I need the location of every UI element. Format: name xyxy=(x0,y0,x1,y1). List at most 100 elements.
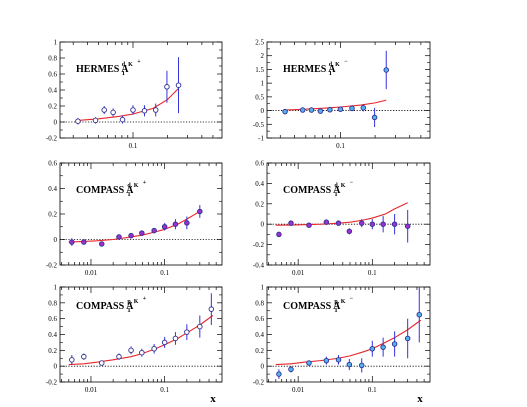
data-point xyxy=(276,231,282,238)
data-point xyxy=(416,311,423,318)
y-tick-label: 0 xyxy=(261,363,265,371)
data-point xyxy=(164,84,170,90)
panel-title: HERMES A xyxy=(76,64,129,75)
x-tick-label: 0.01 xyxy=(85,269,98,277)
data-point xyxy=(369,221,376,227)
data-point xyxy=(101,107,107,113)
data-point xyxy=(380,221,386,227)
data-point xyxy=(69,357,75,363)
y-tick-label: 0.6 xyxy=(255,315,264,323)
data-point xyxy=(288,366,294,373)
panel-compass-p-kplus: -0.2 0 0.2 0.4 0.6 0.8 1 0.01 0.1 COMPASS Ap, K +1 xyxy=(46,284,223,394)
data-point xyxy=(380,344,386,350)
data-point xyxy=(161,339,168,346)
y-tick-label: -0.2 xyxy=(46,262,58,270)
data-point xyxy=(391,221,398,227)
panel-compass-d-kplus: -0.2 0 0.2 0.4 0.6 0.01 0.1 COMPASS Ad, K +1 xyxy=(46,160,223,277)
y-tick-label: 0.8 xyxy=(48,299,57,307)
data-point xyxy=(282,108,288,115)
data-point xyxy=(119,116,126,123)
panel-title-subscript: 1 xyxy=(122,70,125,77)
data-point xyxy=(306,360,312,366)
y-tick-label: 0 xyxy=(261,107,265,115)
x-tick-label: 0.01 xyxy=(292,386,305,394)
panel-title-charge: + xyxy=(137,59,141,65)
data-point xyxy=(349,105,355,112)
panel-title-charge: − xyxy=(350,296,354,302)
data-point xyxy=(323,357,330,364)
data-point xyxy=(175,82,182,88)
fit-curve xyxy=(68,210,201,243)
data-point xyxy=(141,108,148,114)
panel-title: COMPASS A xyxy=(283,185,341,196)
data-point xyxy=(172,221,179,227)
y-tick-label: 0 xyxy=(54,236,58,244)
data-point xyxy=(110,109,116,116)
y-tick-label: 0.4 xyxy=(48,185,57,193)
y-tick-label: 2 xyxy=(261,52,265,60)
data-point xyxy=(116,353,122,360)
data-point xyxy=(371,114,378,121)
data-point xyxy=(358,220,365,226)
data-point xyxy=(151,227,157,234)
x-tick-label: 0.1 xyxy=(336,142,345,150)
data-point xyxy=(139,230,145,236)
y-tick-label: 2.5 xyxy=(255,39,264,47)
panel-title-charge: − xyxy=(350,180,354,186)
panel-title: COMPASS A xyxy=(76,185,134,196)
data-point xyxy=(335,357,342,363)
data-point xyxy=(98,360,105,366)
data-point xyxy=(346,228,353,235)
y-tick-label: 0.8 xyxy=(48,55,57,63)
data-point xyxy=(391,341,398,347)
data-point xyxy=(116,234,122,240)
y-tick-label: 0.2 xyxy=(255,347,264,355)
y-tick-label: 1 xyxy=(54,284,58,292)
panel-title-superscript: d, K xyxy=(127,183,138,189)
data-point xyxy=(404,223,411,229)
fit-curve xyxy=(77,88,179,121)
panel-compass-p-kminus: -0.2 0 0.2 0.4 0.6 0.8 1 0.01 0.1 COMPASS Ap, K − 1 xyxy=(253,284,431,394)
data-point xyxy=(337,106,344,112)
data-point xyxy=(151,346,157,352)
y-tick-label: 1 xyxy=(261,284,265,292)
panel-hermes-d-kminus: -1 -0.5 0 0.5 1 1.5 2 2.5 0.1 HERMES Ad, K − 1 xyxy=(253,39,431,150)
data-point xyxy=(369,346,376,352)
data-point xyxy=(288,220,294,226)
y-tick-label: 0.6 xyxy=(48,71,57,79)
y-tick-label: 1 xyxy=(54,39,58,47)
x-tick-label: 0.1 xyxy=(129,142,138,150)
data-point xyxy=(139,349,145,356)
data-point xyxy=(308,107,315,113)
panel-title-superscript: d, K xyxy=(329,62,340,68)
data-point xyxy=(317,108,324,114)
y-tick-label: -1 xyxy=(258,135,264,143)
panel-frame xyxy=(59,41,223,139)
panel-title-subscript: 1 xyxy=(334,307,337,314)
data-point xyxy=(69,239,75,245)
data-point xyxy=(360,105,367,111)
data-point xyxy=(299,107,306,113)
data-point xyxy=(327,106,333,113)
data-point xyxy=(128,232,134,239)
data-point xyxy=(323,219,330,225)
y-tick-label: 0.6 xyxy=(255,160,264,168)
y-tick-label: 0.4 xyxy=(48,331,57,339)
y-tick-label: 0 xyxy=(54,363,58,371)
panel-title-subscript: 1 xyxy=(329,70,332,77)
fit-curve xyxy=(68,315,214,366)
panel-frame xyxy=(266,162,431,266)
panel-title: HERMES A xyxy=(283,64,336,75)
y-tick-label: 0.4 xyxy=(255,180,264,188)
panel-title-superscript: d, K xyxy=(122,62,133,68)
panel-title-charge: + xyxy=(143,180,147,186)
y-tick-label: -0.5 xyxy=(253,121,265,129)
y-tick-label: 0.2 xyxy=(255,200,264,208)
panel-compass-d-kminus: -0.4 -0.2 0 0.2 0.4 0.6 0.01 0.1 COMPASS Ad, K − 1 xyxy=(253,160,431,277)
data-point xyxy=(197,323,203,330)
data-point xyxy=(404,335,411,342)
data-point xyxy=(208,306,215,312)
panel-title: COMPASS A xyxy=(283,301,341,312)
data-point xyxy=(184,220,190,226)
